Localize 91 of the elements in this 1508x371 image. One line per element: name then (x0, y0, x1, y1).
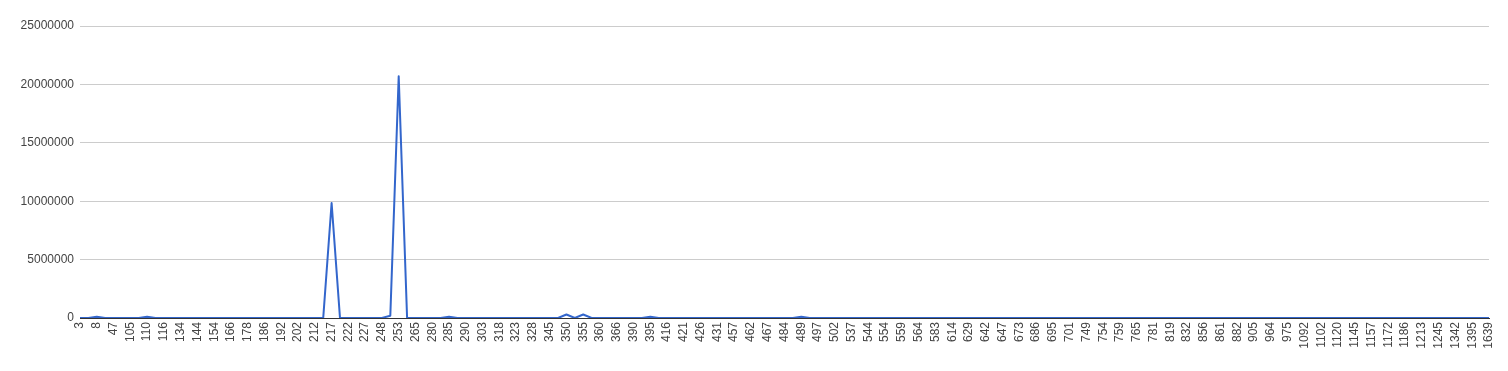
y-tick-label: 25000000 (20, 18, 75, 33)
x-tick-label: 395 (642, 321, 657, 343)
y-tick-label: 20000000 (20, 76, 75, 91)
x-tick-label: 222 (340, 321, 355, 343)
x-tick-label: 421 (676, 321, 691, 343)
x-tick-label: 1639 (1481, 321, 1496, 349)
x-tick-label: 781 (1145, 321, 1160, 343)
x-tick-label: 861 (1212, 321, 1227, 343)
x-tick-label: 318 (491, 321, 506, 343)
y-tick-label: 15000000 (20, 135, 75, 150)
x-tick-label: 265 (407, 321, 422, 343)
x-tick-label: 462 (743, 321, 758, 343)
x-tick-label: 642 (978, 321, 993, 343)
x-tick-label: 502 (827, 321, 842, 343)
x-tick-label: 426 (692, 321, 707, 343)
x-tick-label: 765 (1129, 321, 1144, 343)
x-tick-label: 110 (139, 321, 154, 342)
x-tick-label: 1120 (1330, 321, 1345, 348)
x-tick-label: 964 (1263, 321, 1278, 343)
x-tick-label: 345 (541, 321, 556, 343)
y-tick-label: 0 (67, 310, 75, 325)
x-tick-label: 467 (760, 321, 775, 343)
x-tick-label: 154 (206, 321, 221, 343)
x-tick-label: 489 (793, 321, 808, 343)
x-tick-label: 202 (290, 321, 305, 343)
x-tick-label: 1186 (1397, 321, 1412, 348)
x-tick-label: 350 (558, 321, 573, 343)
x-tick-label: 166 (223, 321, 238, 343)
y-tick-label: 10000000 (20, 193, 75, 208)
x-tick-label: 186 (256, 321, 271, 343)
y-tick-label: 5000000 (27, 251, 75, 266)
x-tick-label: 1172 (1380, 321, 1395, 348)
x-tick-label: 701 (1061, 321, 1076, 343)
x-tick-label: 497 (810, 321, 825, 343)
x-tick-label: 882 (1229, 321, 1244, 343)
x-tick-label: 819 (1162, 321, 1177, 343)
x-tick-label: 366 (609, 321, 624, 343)
x-tick-label: 3 (72, 321, 87, 329)
x-tick-label: 47 (105, 321, 120, 336)
x-tick-label: 1245 (1430, 321, 1445, 349)
x-tick-label: 905 (1246, 321, 1261, 343)
x-tick-label: 285 (441, 321, 456, 343)
x-tick-label: 116 (156, 321, 171, 342)
x-tick-label: 280 (424, 321, 439, 343)
x-tick-label: 1213 (1414, 321, 1429, 349)
x-tick-label: 457 (726, 321, 741, 343)
x-tick-label: 629 (961, 321, 976, 343)
x-tick-label: 134 (172, 321, 187, 343)
x-tick-label: 749 (1078, 321, 1093, 343)
x-tick-label: 8 (89, 321, 104, 329)
x-tick-label: 1145 (1347, 321, 1362, 348)
x-tick-label: 754 (1095, 321, 1110, 343)
x-tick-label: 217 (323, 321, 338, 343)
x-tick-label: 856 (1196, 321, 1211, 343)
x-tick-label: 559 (894, 321, 909, 343)
x-tick-label: 544 (860, 321, 875, 343)
x-tick-label: 1157 (1363, 321, 1378, 348)
x-tick-label: 614 (944, 321, 959, 343)
x-tick-label: 390 (625, 321, 640, 343)
x-tick-label: 647 (994, 321, 1009, 343)
x-tick-label: 431 (709, 321, 724, 343)
x-tick-label: 253 (391, 321, 406, 343)
x-tick-label: 192 (273, 321, 288, 343)
x-tick-label: 537 (843, 321, 858, 343)
x-tick-label: 759 (1112, 321, 1127, 343)
x-tick-label: 178 (240, 321, 255, 343)
x-tick-label: 484 (776, 321, 791, 343)
x-tick-label: 328 (525, 321, 540, 343)
x-tick-label: 686 (1028, 321, 1043, 343)
x-tick-label: 144 (189, 321, 204, 343)
x-tick-label: 1342 (1447, 321, 1462, 349)
x-tick-label: 673 (1011, 321, 1026, 343)
x-tick-label: 564 (911, 321, 925, 343)
x-tick-label: 1102 (1313, 321, 1328, 348)
x-tick-label: 105 (122, 321, 137, 343)
x-tick-label: 1092 (1296, 321, 1311, 349)
x-tick-label: 1395 (1464, 321, 1479, 349)
x-tick-label: 554 (877, 321, 892, 343)
x-tick-label: 248 (374, 321, 389, 343)
x-tick-label: 695 (1045, 321, 1060, 343)
x-tick-label: 227 (357, 321, 372, 343)
x-tick-label: 583 (927, 321, 942, 343)
x-tick-label: 290 (458, 321, 473, 343)
x-tick-label: 360 (592, 321, 607, 343)
x-tick-label: 832 (1179, 321, 1194, 343)
x-tick-label: 416 (659, 321, 674, 343)
x-tick-label: 355 (575, 321, 590, 343)
x-tick-label: 323 (508, 321, 523, 343)
x-tick-label: 212 (307, 321, 322, 343)
x-tick-label: 975 (1280, 321, 1295, 343)
x-tick-label: 303 (474, 321, 489, 343)
